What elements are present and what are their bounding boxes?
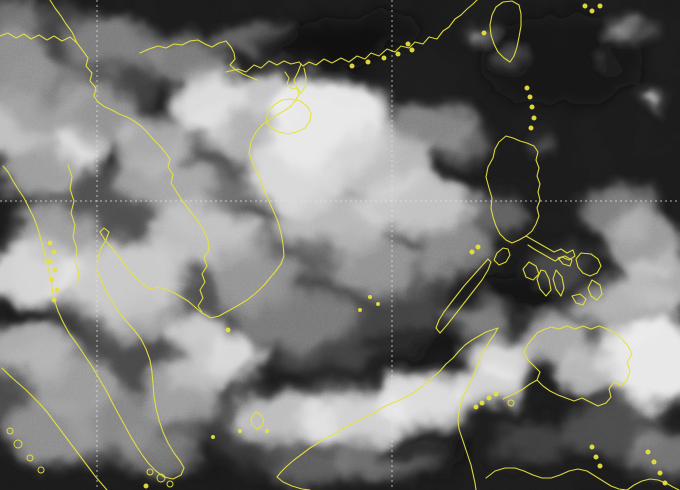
anambas-islet bbox=[265, 429, 269, 433]
cebu-island bbox=[552, 269, 565, 297]
taiwan-island bbox=[489, 0, 522, 63]
batanes-islet bbox=[531, 115, 537, 121]
china-coast-islet bbox=[405, 41, 411, 47]
zamboanga-peninsula bbox=[502, 379, 538, 400]
china-coast-islet bbox=[381, 55, 387, 61]
borneo-northwest-coast bbox=[276, 357, 454, 490]
border-vietnam-cambodia bbox=[197, 249, 210, 313]
basilan-island bbox=[507, 399, 515, 407]
spratly-islet bbox=[368, 295, 372, 299]
samar-island bbox=[575, 252, 602, 277]
sumatra-northeast-coast bbox=[1, 367, 108, 490]
talaud-islet bbox=[662, 480, 668, 486]
border-laos-vietnam bbox=[97, 101, 210, 251]
border-china-vietnam bbox=[139, 39, 258, 81]
batanes-islet bbox=[529, 104, 535, 110]
sulu-islet bbox=[473, 404, 479, 410]
calamian-islet bbox=[469, 249, 475, 255]
spratly-islet bbox=[358, 308, 362, 312]
calamian-islet bbox=[475, 244, 481, 250]
hainan-island bbox=[265, 98, 312, 135]
border-myanmar-west bbox=[0, 32, 78, 44]
sangihe-islet bbox=[593, 454, 599, 460]
sangihe-islet bbox=[589, 444, 595, 450]
mergui-islet bbox=[52, 267, 58, 273]
natuna-island bbox=[250, 411, 265, 430]
negros-island bbox=[536, 269, 552, 297]
mergui-islet bbox=[47, 258, 53, 264]
ryukyu-islet bbox=[582, 3, 588, 9]
malacca-islet bbox=[6, 427, 14, 435]
mergui-islet bbox=[49, 277, 55, 283]
palawan-island bbox=[435, 258, 492, 334]
panay-island bbox=[522, 261, 540, 281]
penghu-islet bbox=[481, 30, 487, 36]
mindoro-island bbox=[493, 247, 511, 266]
mindanao-island bbox=[523, 325, 633, 407]
china-south-coast bbox=[225, 0, 478, 73]
indochina-outline bbox=[2, 71, 300, 480]
spratly-islet bbox=[376, 302, 380, 306]
china-coast-islet bbox=[409, 47, 415, 53]
anambas-islet bbox=[211, 435, 215, 439]
ryukyu-islet bbox=[597, 3, 603, 9]
bicol-peninsula bbox=[525, 235, 576, 262]
china-coast-islet bbox=[395, 51, 401, 57]
china-coast-islet bbox=[365, 59, 371, 65]
sulu-islet bbox=[486, 395, 492, 401]
mergui-islet bbox=[54, 287, 60, 293]
sangihe-islet bbox=[597, 463, 603, 469]
leizhou-peninsula bbox=[293, 63, 307, 94]
luzon-island bbox=[485, 135, 541, 244]
ryukyu-islet bbox=[589, 8, 595, 14]
malacca-islet bbox=[13, 439, 23, 449]
talaud-islet bbox=[651, 459, 657, 465]
masbate-island bbox=[557, 255, 573, 267]
mergui-islet bbox=[51, 249, 57, 255]
anambas-islet bbox=[238, 429, 242, 433]
riau-islet bbox=[166, 480, 174, 488]
sulawesi-north-arm bbox=[485, 467, 680, 490]
leyte-island bbox=[587, 279, 603, 301]
sabah-coast bbox=[452, 327, 499, 490]
talaud-islet bbox=[645, 449, 651, 455]
malacca-islet bbox=[26, 454, 34, 462]
bintan-island bbox=[156, 473, 166, 483]
singapore-island bbox=[146, 468, 154, 476]
sulu-islet bbox=[479, 400, 485, 406]
batanes-islet bbox=[524, 85, 530, 91]
sulu-islet bbox=[493, 391, 499, 397]
bohol-island bbox=[571, 293, 587, 306]
border-myanmar-thailand bbox=[67, 164, 80, 286]
batanes-islet bbox=[527, 94, 533, 100]
mergui-islet bbox=[51, 297, 57, 303]
talaud-islet bbox=[657, 470, 663, 476]
con-dao-islet bbox=[225, 327, 231, 333]
mergui-islet bbox=[47, 240, 53, 246]
china-coast-islet bbox=[349, 63, 355, 69]
border-china-myanmar bbox=[49, 0, 99, 103]
riau-islet bbox=[143, 483, 149, 489]
malacca-islet bbox=[37, 466, 45, 474]
batanes-islet bbox=[528, 125, 534, 131]
